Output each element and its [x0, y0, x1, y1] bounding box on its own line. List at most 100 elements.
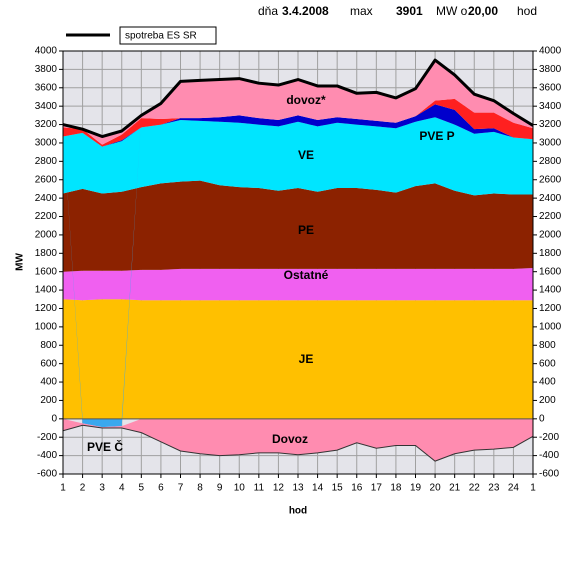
y2-tick-label: 1000	[539, 322, 562, 333]
x-tick-label: 24	[508, 483, 520, 494]
x-tick-label: 6	[158, 483, 164, 494]
x-axis-label: hod	[289, 506, 307, 517]
y-tick-label: 4000	[35, 46, 58, 57]
legend-label: spotreba ES SR	[125, 31, 197, 42]
y-tick-label: -400	[37, 450, 57, 461]
x-tick-label: 15	[332, 483, 344, 494]
y-tick-label: 1600	[35, 266, 58, 277]
x-tick-label: 1	[530, 483, 536, 494]
y-tick-label: 1800	[35, 248, 58, 259]
x-tick-label: 13	[292, 483, 304, 494]
x-tick-label: 22	[469, 483, 481, 494]
header-day: dňa	[258, 4, 278, 18]
y-tick-label: 1400	[35, 285, 58, 296]
y-tick-label: 1000	[35, 322, 58, 333]
y2-tick-label: 1400	[539, 285, 562, 296]
y-tick-label: 400	[40, 377, 57, 388]
y2-tick-label: 3400	[539, 101, 562, 112]
y2-tick-label: 4000	[539, 46, 562, 57]
y2-tick-label: 2000	[539, 230, 562, 241]
x-tick-label: 17	[371, 483, 383, 494]
y2-tick-label: -600	[539, 469, 559, 480]
area-label: PVE Č	[87, 439, 123, 454]
area	[63, 98, 533, 147]
x-tick-label: 19	[410, 483, 422, 494]
y2-tick-label: 1600	[539, 266, 562, 277]
area	[63, 60, 533, 145]
x-tick-label: 23	[488, 483, 500, 494]
area-label: PVE P	[419, 129, 454, 143]
y-tick-label: 2200	[35, 211, 58, 222]
y2-tick-label: -200	[539, 432, 559, 443]
area	[63, 117, 533, 196]
header-unit: MW o	[436, 4, 468, 18]
plot-border	[62, 50, 534, 475]
y2-tick-label: 2200	[539, 211, 562, 222]
x-tick-label: 4	[119, 483, 125, 494]
x-tick-label: 12	[273, 483, 285, 494]
x-tick-label: 14	[312, 483, 324, 494]
negative-outline	[62, 424, 534, 462]
y-tick-label: 1200	[35, 303, 58, 314]
y2-tick-label: -400	[539, 450, 559, 461]
y-tick-label: 3800	[35, 64, 58, 75]
y-tick-label: 2000	[35, 230, 58, 241]
y2-tick-label: 3800	[539, 64, 562, 75]
x-tick-label: 1	[60, 483, 66, 494]
x-tick-label: 16	[351, 483, 363, 494]
y2-tick-label: 800	[539, 340, 556, 351]
y-axis-label: MW	[15, 253, 26, 271]
x-tick-label: 11	[254, 483, 265, 494]
x-tick-label: 21	[449, 483, 461, 494]
y-tick-label: 200	[40, 395, 57, 406]
header-max: 3901	[396, 4, 423, 18]
y-tick-label: 800	[40, 340, 57, 351]
y2-tick-label: 400	[539, 377, 556, 388]
y2-tick-label: 0	[539, 413, 545, 424]
y-tick-label: 2400	[35, 193, 58, 204]
x-tick-label: 9	[217, 483, 223, 494]
y-tick-label: 2600	[35, 174, 58, 185]
area	[63, 268, 533, 301]
y-tick-label: 600	[40, 358, 57, 369]
y2-tick-label: 3200	[539, 119, 562, 130]
header-hour: hod	[517, 4, 537, 18]
y2-tick-label: 1200	[539, 303, 562, 314]
y2-tick-label: 3600	[539, 82, 562, 93]
y-tick-label: 3400	[35, 101, 58, 112]
y-tick-label: 0	[51, 413, 57, 424]
x-tick-label: 18	[390, 483, 402, 494]
area	[63, 299, 533, 419]
y2-tick-label: 2400	[539, 193, 562, 204]
x-tick-label: 3	[99, 483, 105, 494]
x-tick-label: 2	[80, 483, 86, 494]
header-time: 20,00	[468, 4, 498, 18]
y2-tick-label: 2600	[539, 174, 562, 185]
y-tick-label: 2800	[35, 156, 58, 167]
header-date: 3.4.2008	[282, 4, 329, 18]
header-max-label: max	[350, 4, 373, 18]
y-tick-label: 3000	[35, 138, 58, 149]
area-label: Ostatné	[284, 268, 329, 282]
y-tick-label: 3200	[35, 119, 58, 130]
x-tick-label: 10	[234, 483, 246, 494]
area	[63, 180, 533, 272]
x-tick-label: 20	[430, 483, 442, 494]
y-tick-label: -200	[37, 432, 57, 443]
y-tick-label: -600	[37, 469, 57, 480]
y2-tick-label: 200	[539, 395, 556, 406]
x-tick-label: 8	[197, 483, 203, 494]
area-label: PE	[298, 223, 314, 237]
y-tick-label: 3600	[35, 82, 58, 93]
y2-tick-label: 2800	[539, 156, 562, 167]
area-label: VE	[298, 148, 314, 162]
area-label: Dovoz	[272, 432, 308, 446]
x-tick-label: 7	[178, 483, 184, 494]
y2-tick-label: 1800	[539, 248, 562, 259]
y2-tick-label: 600	[539, 358, 556, 369]
consumption-line	[62, 58, 534, 139]
area-label: dovoz*	[286, 93, 326, 107]
y2-tick-label: 3000	[539, 138, 562, 149]
legend-box	[119, 26, 217, 45]
